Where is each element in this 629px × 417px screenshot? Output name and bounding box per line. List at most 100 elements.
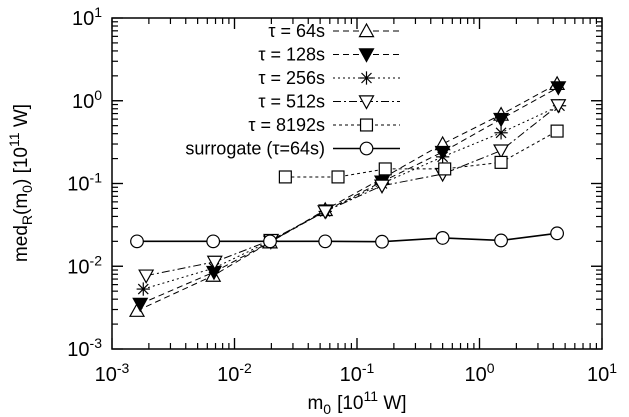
y-tick-exponent: -1 — [90, 170, 103, 186]
y-tick-base: 10 — [72, 8, 94, 30]
series-line — [285, 130, 558, 178]
legend-label: τ = 128s — [258, 45, 325, 65]
x-tick-label: 10-3 — [95, 360, 130, 386]
data-point — [493, 144, 510, 159]
data-point — [435, 150, 450, 164]
data-point — [550, 124, 564, 138]
data-point — [494, 233, 508, 248]
data-point — [373, 179, 391, 194]
data-point — [132, 297, 149, 313]
series-1 — [128, 75, 566, 317]
y-axis-label-sub-0: 0 — [19, 185, 35, 193]
series-line — [137, 232, 558, 243]
x-tick-exponent: -2 — [239, 360, 252, 376]
legend-marker — [359, 71, 374, 85]
star-stroke — [137, 283, 149, 295]
series-line — [140, 86, 559, 305]
data-point — [206, 234, 221, 249]
legend-label: τ = 8192s — [248, 115, 325, 135]
data-point — [136, 282, 150, 296]
series-line — [136, 83, 558, 312]
x-tick-base: 10 — [587, 364, 609, 386]
y-axis-label-close: ) [10 — [11, 147, 32, 185]
y-axis-label-superscript: 11 — [6, 132, 22, 147]
data-point — [494, 126, 508, 140]
y-tick-label: 101 — [72, 4, 102, 30]
data-point — [318, 234, 333, 249]
y-tick-base: 10 — [67, 256, 89, 278]
y-tick-exponent: 1 — [94, 4, 102, 20]
series-line — [143, 105, 560, 290]
data-point — [317, 205, 334, 220]
data-point — [378, 162, 392, 176]
plot-frame — [111, 17, 603, 350]
star-stroke — [437, 151, 449, 163]
data-point — [494, 155, 508, 169]
legend-label: τ = 256s — [258, 68, 325, 88]
x-axis-label-units: [10 — [337, 393, 363, 414]
y-axis-label-open: (m — [11, 193, 32, 215]
data-point — [550, 99, 567, 114]
series-group — [128, 75, 567, 317]
x-tick-base: 10 — [464, 364, 486, 386]
legend-label: surrogate (τ=64s) — [185, 139, 325, 159]
y-tick-exponent: -3 — [90, 335, 103, 351]
y-axis-label-sub-r: R — [19, 215, 35, 225]
x-tick-exponent: 0 — [487, 360, 495, 376]
legend-marker — [358, 95, 375, 110]
x-tick-label: 101 — [587, 360, 617, 386]
legend-marker — [358, 22, 375, 38]
legend-label: τ = 64s — [268, 21, 325, 41]
series-3 — [136, 99, 567, 296]
star-stroke — [495, 127, 507, 139]
y-axis-label-suffix: W] — [11, 104, 32, 133]
y-axis-label-main: med — [11, 225, 32, 262]
data-point — [278, 170, 292, 184]
y-tick-exponent: -2 — [90, 252, 103, 268]
y-tick-label: 10-1 — [67, 170, 102, 196]
series-5 — [278, 124, 564, 184]
star-stroke — [361, 72, 372, 84]
data-point — [438, 162, 452, 176]
x-axis-label-main: m — [307, 393, 323, 414]
data-point — [435, 231, 450, 245]
data-point — [130, 234, 144, 249]
data-point — [138, 269, 155, 284]
y-tick-base: 10 — [67, 174, 89, 196]
series-6 — [130, 226, 564, 249]
legend: τ = 64s τ = 128s τ = 256s τ = 512s τ = 8192s… — [185, 21, 400, 159]
legend-marker — [358, 48, 375, 63]
x-axis-label-superscript: 11 — [364, 388, 379, 404]
y-tick-label: 10-3 — [67, 335, 102, 361]
data-point — [550, 81, 567, 96]
x-axis-label: m0 [1011 W] — [307, 388, 406, 417]
data-point — [331, 170, 345, 184]
data-point — [375, 234, 389, 249]
data-point — [550, 226, 564, 241]
data-point — [206, 255, 223, 271]
y-tick-base: 10 — [67, 339, 89, 361]
y-tick-base: 10 — [72, 91, 94, 113]
series-4 — [138, 99, 567, 284]
tick-marks — [111, 17, 603, 350]
legend-marker — [359, 141, 374, 156]
x-tick-base: 10 — [340, 364, 362, 386]
x-tick-base: 10 — [95, 364, 117, 386]
y-tick-label: 100 — [72, 87, 102, 113]
y-tick-exponent: 0 — [94, 87, 102, 103]
x-tick-label: 100 — [464, 360, 494, 386]
x-tick-base: 10 — [217, 364, 239, 386]
data-point — [493, 112, 510, 128]
legend-marker — [359, 118, 374, 132]
y-axis-label-group: medR(m0) [1011 W] — [6, 104, 35, 262]
x-tick-exponent: -1 — [362, 360, 375, 376]
x-axis-label-suffix: W] — [378, 393, 407, 414]
data-point — [263, 234, 277, 249]
x-axis-label-subscript: 0 — [323, 401, 331, 417]
x-tick-label: 10-1 — [340, 360, 375, 386]
x-tick-exponent: -3 — [117, 360, 130, 376]
y-axis-label: medR(m0) [1011 W] — [6, 104, 35, 262]
